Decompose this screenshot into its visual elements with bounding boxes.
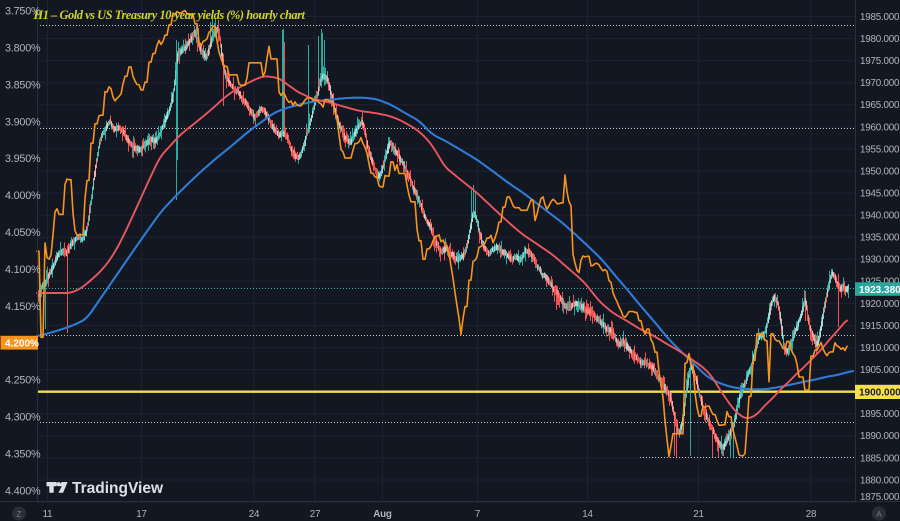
svg-text:4.000%: 4.000% [5,190,41,202]
svg-text:1965.000: 1965.000 [860,100,900,111]
svg-text:1940.000: 1940.000 [860,211,900,222]
svg-text:14: 14 [582,509,593,520]
svg-text:4.400%: 4.400% [5,485,41,497]
svg-text:3.950%: 3.950% [5,153,41,165]
svg-text:11: 11 [43,509,53,520]
svg-text:4.300%: 4.300% [5,412,41,424]
svg-text:1900.000: 1900.000 [859,388,900,399]
svg-text:1930.000: 1930.000 [860,255,900,266]
svg-text:4.150%: 4.150% [5,301,41,313]
svg-text:4.350%: 4.350% [5,448,41,460]
svg-text:H1 – Gold vs US Treasury 10-ye: H1 – Gold vs US Treasury 10-year yields … [33,8,306,22]
svg-text:4.200%: 4.200% [5,338,39,349]
svg-text:1955.000: 1955.000 [860,144,900,155]
svg-text:3.800%: 3.800% [5,43,41,55]
svg-text:1975.000: 1975.000 [860,56,900,67]
svg-text:1925.000: 1925.000 [860,277,900,288]
svg-text:1960.000: 1960.000 [860,122,900,133]
svg-text:A: A [876,510,882,519]
svg-text:27: 27 [310,509,321,520]
svg-text:1980.000: 1980.000 [860,34,900,45]
svg-text:17: 17 [136,509,147,520]
svg-text:3.750%: 3.750% [5,6,41,18]
svg-text:4.050%: 4.050% [5,227,41,239]
svg-text:TradingView: TradingView [72,480,164,497]
svg-text:7: 7 [475,509,480,520]
svg-text:3.850%: 3.850% [5,79,41,91]
svg-text:1915.000: 1915.000 [860,321,900,332]
svg-text:1875.000: 1875.000 [860,492,900,503]
svg-text:1950.000: 1950.000 [860,166,900,177]
svg-text:1880.000: 1880.000 [860,475,900,486]
svg-text:1910.000: 1910.000 [860,343,900,354]
svg-text:1895.000: 1895.000 [860,409,900,420]
svg-text:1985.000: 1985.000 [860,12,900,23]
svg-text:21: 21 [693,509,704,520]
svg-text:Aug: Aug [373,509,392,520]
svg-text:4.100%: 4.100% [5,264,41,276]
svg-text:1945.000: 1945.000 [860,189,900,200]
svg-text:1970.000: 1970.000 [860,78,900,89]
svg-text:4.250%: 4.250% [5,375,41,387]
svg-text:1923.380: 1923.380 [859,285,900,296]
svg-text:1935.000: 1935.000 [860,233,900,244]
svg-text:24: 24 [249,509,260,520]
svg-text:1905.000: 1905.000 [860,365,900,376]
svg-text:28: 28 [806,509,817,520]
svg-text:3.900%: 3.900% [5,116,41,128]
svg-text:1890.000: 1890.000 [860,431,900,442]
svg-text:Z: Z [17,510,22,519]
svg-text:1885.000: 1885.000 [860,453,900,464]
svg-text:1920.000: 1920.000 [860,299,900,310]
